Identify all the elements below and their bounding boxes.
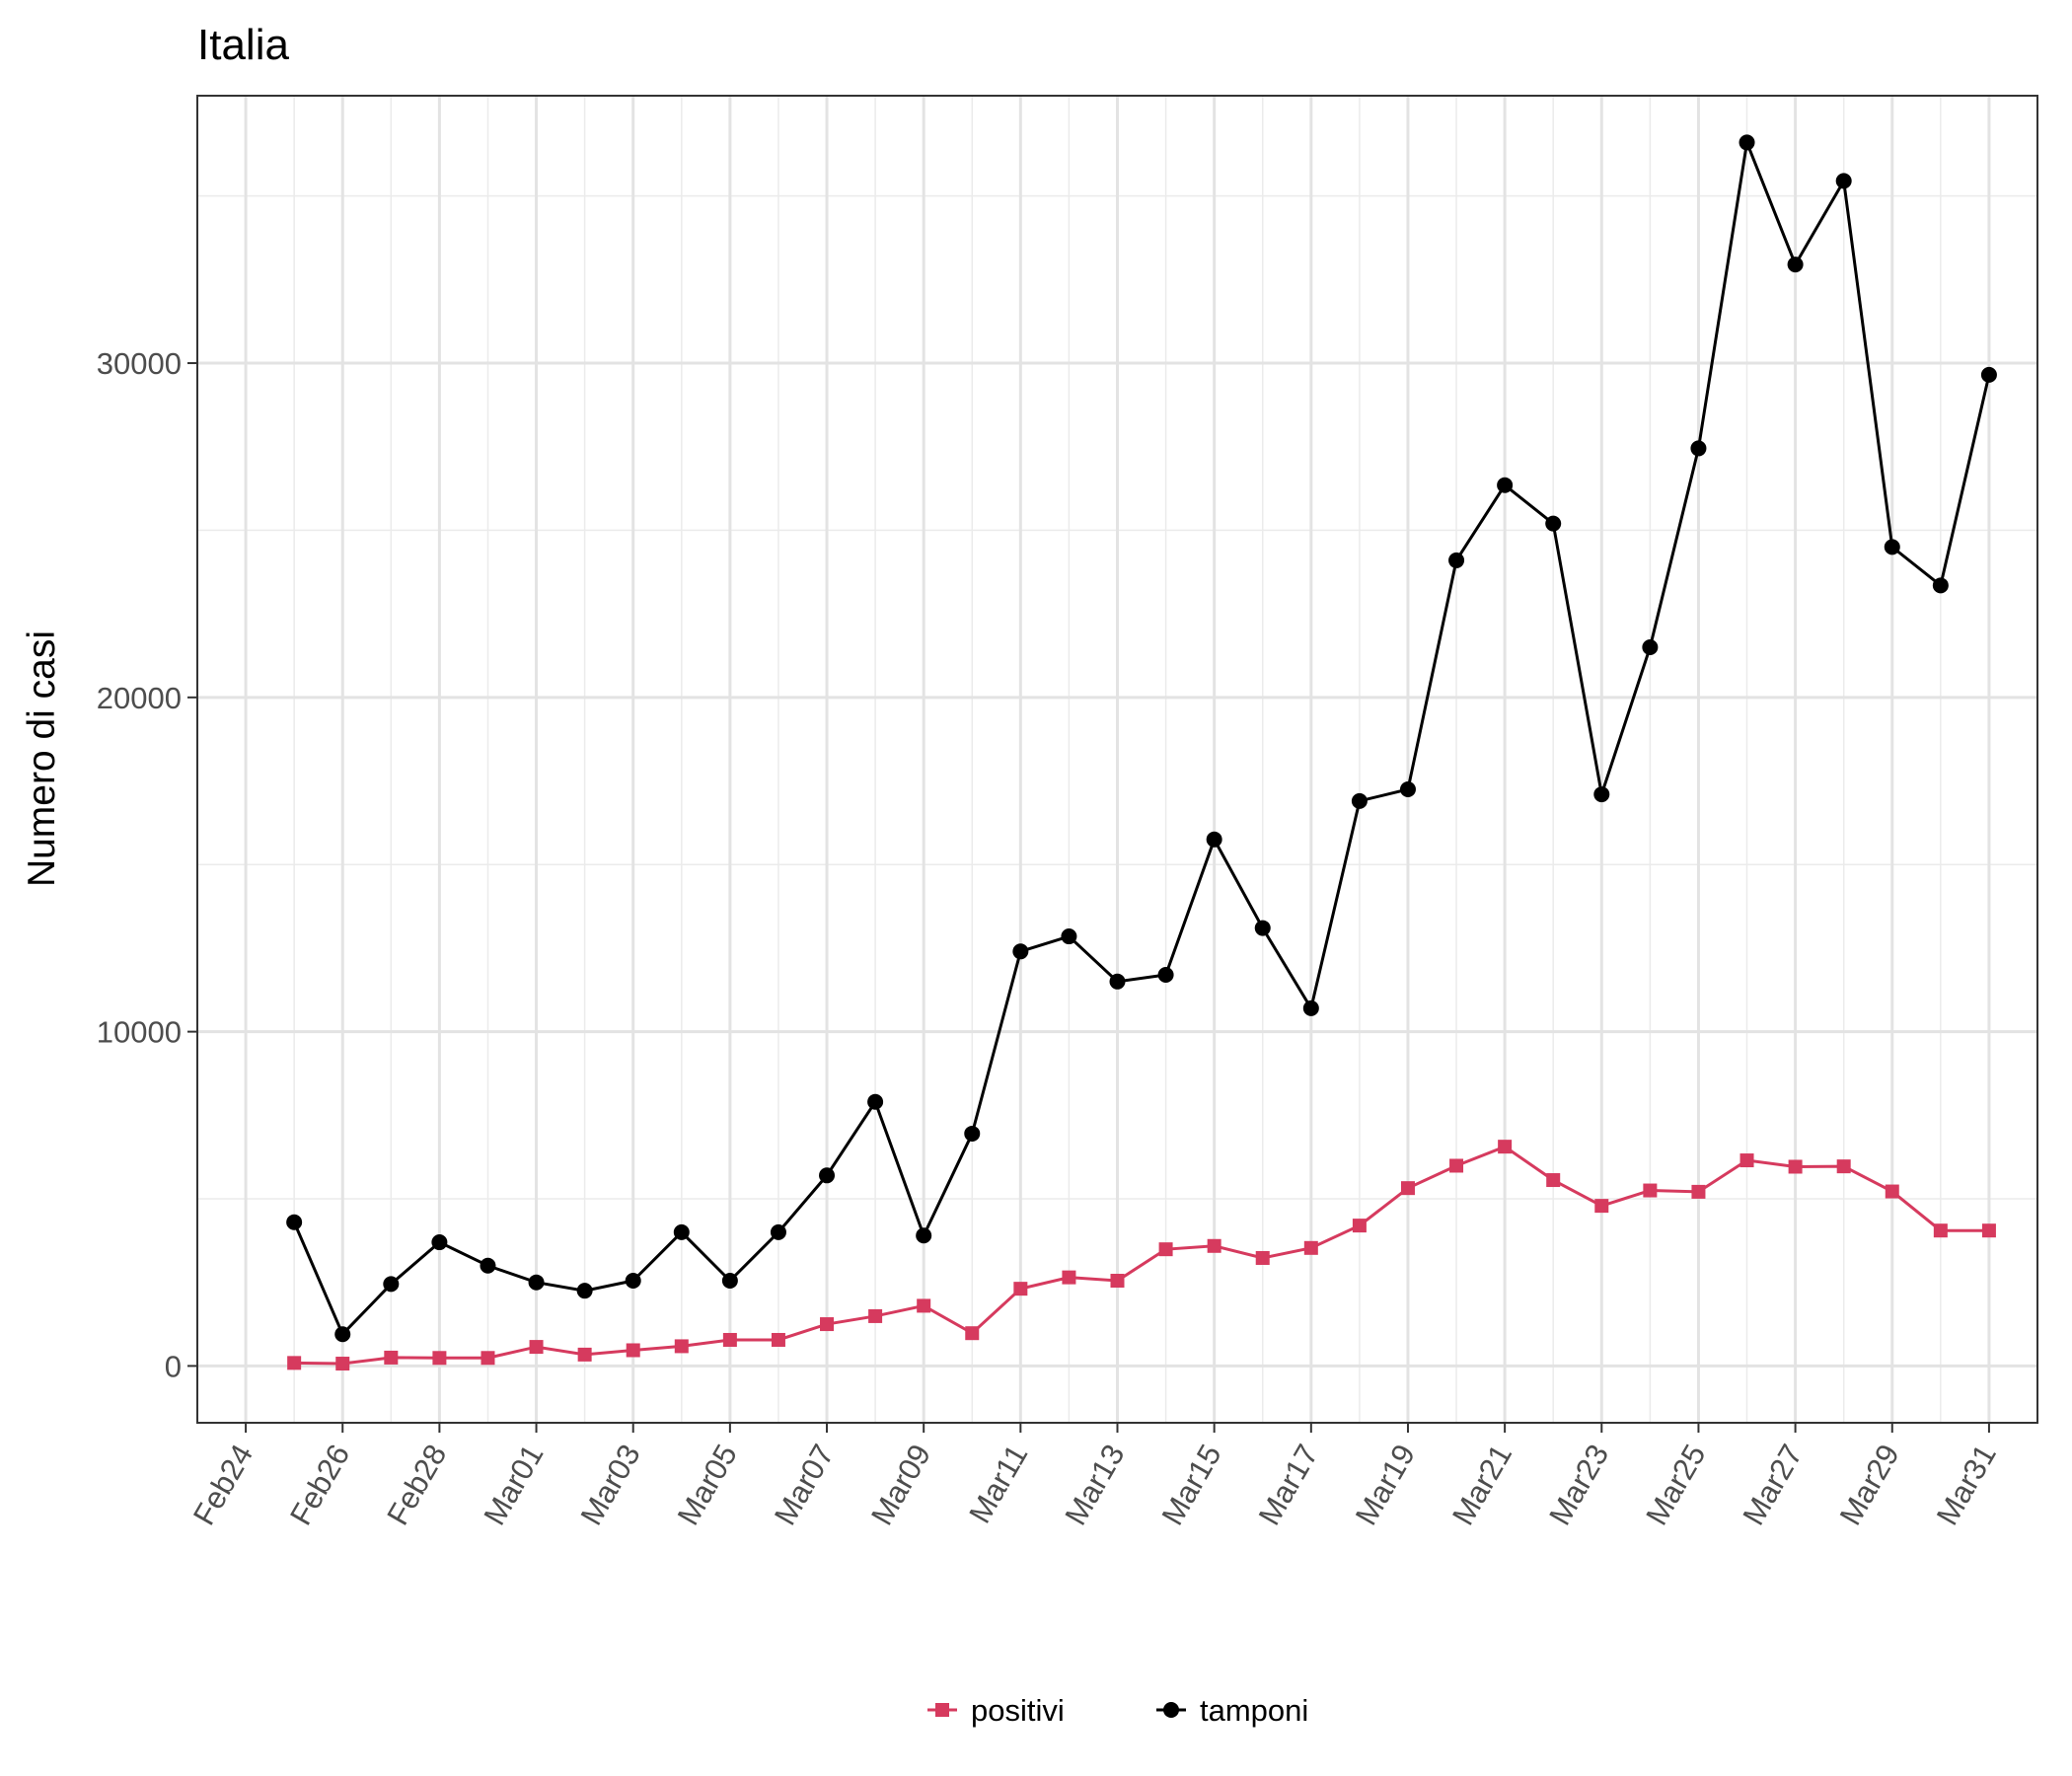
data-point-tamponi: [1399, 780, 1416, 797]
data-point-positivi: [1594, 1199, 1609, 1214]
data-point-tamponi: [1061, 928, 1077, 945]
data-point-positivi: [1400, 1181, 1415, 1196]
data-point-positivi: [722, 1332, 737, 1347]
data-point-tamponi: [673, 1223, 690, 1240]
series-line-tamponi: [292, 136, 1991, 1337]
data-point-positivi: [1449, 1158, 1464, 1173]
data-point-positivi: [1255, 1250, 1270, 1265]
data-point-positivi: [1110, 1274, 1125, 1289]
data-point-positivi: [771, 1332, 785, 1347]
legend-key-marker-positivi: [935, 1703, 949, 1717]
data-point-positivi: [965, 1326, 980, 1341]
data-point-tamponi: [1787, 257, 1804, 273]
data-point-tamponi: [1980, 366, 1997, 383]
data-point-positivi: [287, 1356, 302, 1370]
data-point-tamponi: [1884, 539, 1900, 555]
data-point-tamponi: [1448, 552, 1465, 568]
data-point-positivi: [1981, 1223, 1996, 1238]
data-point-tamponi: [1739, 134, 1755, 151]
legend-label-tamponi: tamponi: [1200, 1693, 1308, 1728]
data-point-tamponi: [1497, 477, 1514, 493]
data-point-positivi: [335, 1357, 350, 1371]
data-point-tamponi: [431, 1234, 448, 1251]
minor-gridlines: [197, 96, 2037, 1423]
data-point-positivi: [1546, 1173, 1561, 1188]
data-point-tamponi: [625, 1273, 641, 1290]
data-point-tamponi: [867, 1093, 884, 1110]
data-point-positivi: [674, 1339, 689, 1354]
data-point-positivi: [1885, 1184, 1899, 1199]
data-point-positivi: [1836, 1159, 1851, 1174]
data-point-tamponi: [576, 1283, 593, 1299]
y-tick-label: 20000: [97, 681, 182, 715]
data-point-positivi: [1739, 1153, 1754, 1168]
data-point-positivi: [1691, 1184, 1706, 1199]
data-point-positivi: [529, 1340, 544, 1355]
data-point-positivi: [1788, 1159, 1803, 1174]
data-point-positivi: [1158, 1242, 1173, 1257]
data-point-tamponi: [1835, 173, 1852, 189]
data-point-positivi: [384, 1350, 399, 1365]
data-point-positivi: [577, 1347, 592, 1362]
major-gridlines: [197, 96, 2037, 1423]
data-point-positivi: [820, 1317, 835, 1332]
y-tick-label: 30000: [97, 346, 182, 381]
data-point-positivi: [432, 1351, 447, 1366]
data-point-tamponi: [721, 1273, 738, 1290]
legend-label-positivi: positivi: [971, 1693, 1065, 1728]
data-point-tamponi: [1642, 639, 1659, 656]
data-point-tamponi: [1012, 943, 1029, 960]
data-point-tamponi: [1690, 440, 1707, 457]
data-point-tamponi: [819, 1167, 836, 1184]
y-tick-label: 10000: [97, 1015, 182, 1050]
y-axis: 0 10000 20000 30000: [97, 346, 197, 1383]
data-point-tamponi: [1545, 515, 1562, 532]
data-point-tamponi: [286, 1214, 303, 1230]
data-point-positivi: [1207, 1238, 1221, 1253]
data-point-tamponi: [1302, 999, 1319, 1016]
series-layer: [286, 134, 1997, 1371]
data-point-tamponi: [1351, 792, 1368, 809]
data-point-tamponi: [480, 1257, 496, 1274]
data-point-tamponi: [916, 1227, 932, 1244]
data-point-tamponi: [770, 1223, 786, 1240]
data-point-tamponi: [383, 1276, 400, 1293]
y-axis-label: Numero di casi: [21, 630, 63, 887]
y-tick-label: 0: [165, 1349, 182, 1383]
series-line-positivi: [294, 1145, 1989, 1366]
data-point-positivi: [1352, 1219, 1367, 1233]
data-point-tamponi: [1206, 831, 1222, 848]
data-point-positivi: [917, 1298, 931, 1313]
data-point-tamponi: [1932, 577, 1949, 594]
data-point-tamponi: [1593, 786, 1610, 803]
data-point-tamponi: [1254, 920, 1271, 936]
data-point-positivi: [481, 1351, 495, 1366]
data-point-tamponi: [334, 1326, 351, 1343]
data-point-tamponi: [1109, 973, 1126, 990]
data-point-positivi: [868, 1308, 883, 1323]
legend-key-marker-tamponi: [1163, 1702, 1179, 1718]
chart-title: Italia: [197, 21, 289, 69]
legend: positivi tamponi: [927, 1693, 1308, 1728]
data-point-positivi: [1013, 1282, 1028, 1296]
data-point-tamponi: [1157, 967, 1174, 984]
data-point-positivi: [1062, 1270, 1076, 1285]
data-point-positivi: [1303, 1240, 1318, 1255]
data-point-tamponi: [964, 1125, 981, 1142]
data-point-tamponi: [528, 1274, 545, 1291]
data-point-positivi: [626, 1343, 640, 1358]
data-point-positivi: [1933, 1223, 1948, 1238]
data-point-positivi: [1643, 1183, 1658, 1198]
data-point-positivi: [1498, 1140, 1513, 1154]
